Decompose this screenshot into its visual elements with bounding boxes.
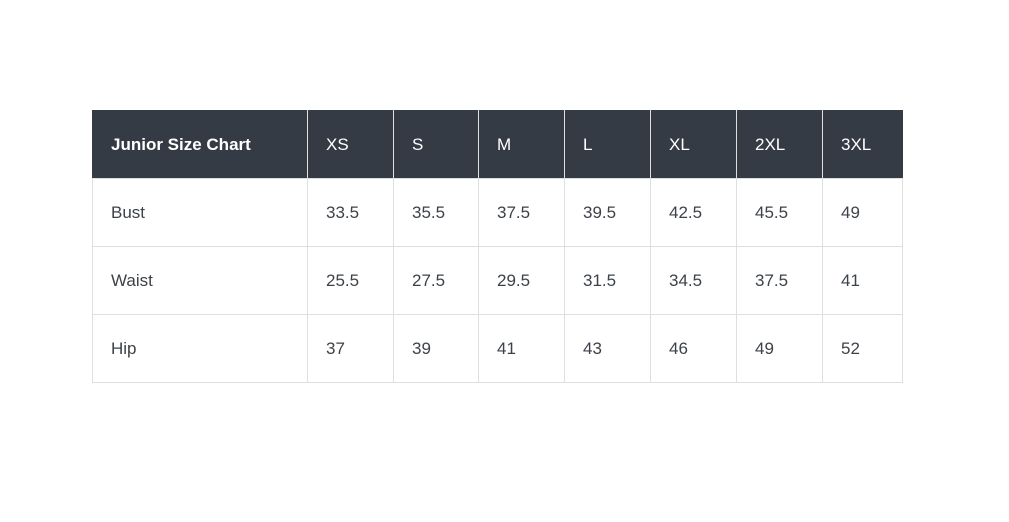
cell-bust-2xl: 45.5 (736, 178, 823, 247)
table-title: Junior Size Chart (92, 110, 308, 179)
cell-hip-xs: 37 (307, 314, 394, 383)
cell-bust-3xl: 49 (822, 178, 903, 247)
cell-bust-s: 35.5 (393, 178, 479, 247)
table-row-waist: Waist 25.5 27.5 29.5 31.5 34.5 37.5 41 (92, 246, 903, 315)
junior-size-chart-table: Junior Size Chart XS S M L XL 2XL 3XL Bu… (92, 110, 903, 383)
cell-waist-3xl: 41 (822, 246, 903, 315)
table-row-hip: Hip 37 39 41 43 46 49 52 (92, 314, 903, 383)
header-size-xl: XL (650, 110, 737, 179)
cell-hip-m: 41 (478, 314, 565, 383)
header-size-xs: XS (307, 110, 394, 179)
header-row: Junior Size Chart XS S M L XL 2XL 3XL (92, 110, 903, 179)
cell-waist-xl: 34.5 (650, 246, 737, 315)
row-label-bust: Bust (92, 178, 308, 247)
cell-waist-xs: 25.5 (307, 246, 394, 315)
cell-bust-l: 39.5 (564, 178, 651, 247)
table-row-bust: Bust 33.5 35.5 37.5 39.5 42.5 45.5 49 (92, 178, 903, 247)
cell-hip-2xl: 49 (736, 314, 823, 383)
header-size-3xl: 3XL (822, 110, 903, 179)
cell-bust-xs: 33.5 (307, 178, 394, 247)
header-size-m: M (478, 110, 565, 179)
cell-hip-xl: 46 (650, 314, 737, 383)
header-size-l: L (564, 110, 651, 179)
cell-waist-l: 31.5 (564, 246, 651, 315)
cell-hip-3xl: 52 (822, 314, 903, 383)
row-label-waist: Waist (92, 246, 308, 315)
cell-hip-l: 43 (564, 314, 651, 383)
header-size-2xl: 2XL (736, 110, 823, 179)
cell-waist-m: 29.5 (478, 246, 565, 315)
cell-waist-s: 27.5 (393, 246, 479, 315)
row-label-hip: Hip (92, 314, 308, 383)
cell-waist-2xl: 37.5 (736, 246, 823, 315)
cell-bust-xl: 42.5 (650, 178, 737, 247)
cell-bust-m: 37.5 (478, 178, 565, 247)
header-size-s: S (393, 110, 479, 179)
cell-hip-s: 39 (393, 314, 479, 383)
